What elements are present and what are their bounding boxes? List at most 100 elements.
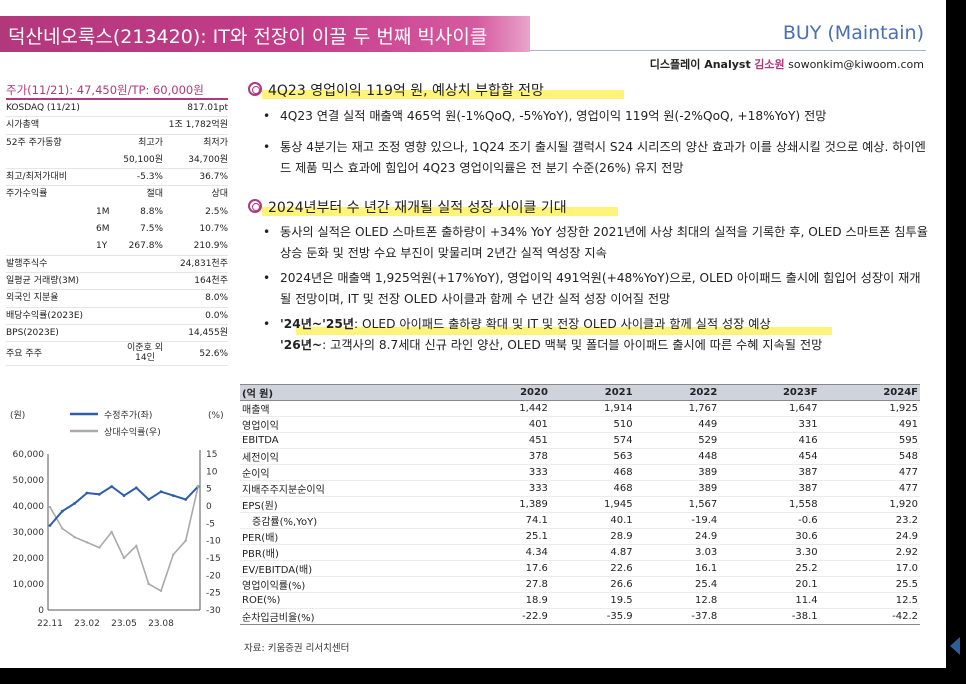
dividend-label: 배당수익률(2023E) <box>6 310 84 321</box>
report-page: 덕산네오룩스(213420): IT와 전장이 이끌 두 번째 빅사이클 BUY… <box>0 0 946 668</box>
relative-return-line <box>49 486 199 593</box>
financial-table: (억 원) 2020 2021 2022 2023F 2024F 매출액 1,44… <box>240 384 920 625</box>
table-row: PBR(배) 4.34 4.87 3.03 3.30 2.92 <box>240 544 920 561</box>
table-cell: 1,389 <box>465 496 550 513</box>
left-tick-label: 50,000 <box>13 476 45 486</box>
holder-name: 이준호 외 14인 <box>127 343 163 363</box>
left-tick-label: 10,000 <box>13 580 45 590</box>
bullet-text: 통상 4분기는 재고 조정 영향 있으나, 1Q24 조기 출시될 갤럭시 S2… <box>280 140 926 175</box>
relative-return-point <box>61 527 64 530</box>
returns-abs-label: 절대 <box>146 189 163 200</box>
right-tick-label: 10 <box>206 467 218 477</box>
right-tick-label: -25 <box>206 589 221 599</box>
bullet-text: 4Q23 연결 실적 매출액 465억 원(-1%QoQ, -5%YoY), 영… <box>280 109 827 123</box>
table-row: 영업이익 401 510 449 331 491 <box>240 416 920 433</box>
table-cell: 389 <box>634 464 720 481</box>
table-cell: 1,647 <box>719 400 820 417</box>
table-cell: 30.6 <box>719 527 820 545</box>
volume-value: 164천주 <box>194 275 228 286</box>
source-note: 자료: 키움증권 리서치센터 <box>244 643 350 654</box>
table-cell: 451 <box>465 432 550 449</box>
analyst-dept: 디스플레이 Analyst <box>649 58 751 71</box>
table-body: 매출액 1,442 1,914 1,767 1,647 1,925 영업이익 401 510 44… <box>240 400 920 625</box>
w52-header-row: 52주 주가동향 최고가 최저가 <box>6 135 228 152</box>
table-cell: 28.9 <box>549 527 635 545</box>
table-cell: 16.1 <box>634 560 720 577</box>
rating-label: BUY (Maintain) <box>782 22 924 44</box>
section2-bullet: • 2024년은 매출액 1,925억원(+17%YoY), 영업이익 491억원… <box>263 268 930 310</box>
row-label: 영업이익률(%) <box>240 575 466 593</box>
table-cell: 448 <box>634 448 720 465</box>
relative-return-point <box>48 505 52 509</box>
w52-low-label: 최저가 <box>203 137 228 148</box>
row-label: 순차입금비율(%) <box>240 608 466 625</box>
table-cell: 454 <box>719 448 820 465</box>
table-cell: 3.03 <box>634 544 720 561</box>
table-cell: 333 <box>465 464 550 481</box>
returns-period: 1M <box>96 206 110 217</box>
row-label: ROE(%) <box>240 592 466 609</box>
nav-arrow-icon[interactable] <box>950 637 960 655</box>
table-cell: -38.1 <box>719 608 820 625</box>
left-tick-label: 30,000 <box>13 528 45 538</box>
price-point <box>85 491 89 495</box>
table-cell: 25.2 <box>719 560 820 577</box>
section2-bullet: • 동사의 실적은 OLED 스마트폰 출하량이 +34% YoY 성장한 202… <box>263 222 930 264</box>
table-row: 영업이익률(%) 27.8 26.6 25.4 20.1 25.5 <box>240 575 920 593</box>
returns-row: 1Y 267.8% 210.9% <box>6 238 228 256</box>
unit-label: (억 원) <box>240 384 466 401</box>
right-tick-label: 15 <box>206 450 217 460</box>
analyst-email[interactable]: sowonkim@kiwoom.com <box>788 58 924 71</box>
table-row: 순차입금비율(%) -22.9 -35.9 -37.8 -38.1 -42.2 <box>240 608 920 625</box>
kosdaq-label: KOSDAQ (11/21) <box>6 103 80 113</box>
relative-return-point <box>110 530 113 534</box>
table-row: 매출액 1,442 1,914 1,767 1,647 1,925 <box>240 400 920 417</box>
circle-bullet-icon <box>248 199 262 213</box>
table-cell: -22.9 <box>465 608 550 625</box>
table-cell: 17.0 <box>819 560 920 577</box>
mktcap-row: 시가총액 1조 1,782억원 <box>6 117 228 135</box>
table-cell: 1,920 <box>819 496 920 513</box>
section1-heading: 4Q23 영업이익 119억 원, 예상치 부합할 전망 <box>248 80 544 100</box>
right-axis-unit: (%) <box>208 411 224 421</box>
section2-bullet: • '24년~'25년: OLED 아이패드 출하량 확대 및 IT 및 전장 O… <box>263 314 930 356</box>
table-cell: 574 <box>549 432 635 449</box>
bullet-dot-icon: • <box>263 109 271 123</box>
section1-bullet: • 통상 4분기는 재고 조정 영향 있으나, 1Q24 조기 출시될 갤럭시 S… <box>263 137 930 179</box>
vs-high: -5.3% <box>136 172 163 183</box>
heading-highlight <box>262 207 618 216</box>
table-row: ROE(%) 18.9 19.5 12.8 11.4 12.5 <box>240 592 920 609</box>
table-cell: 401 <box>465 416 550 433</box>
section2-heading: 2024년부터 수 년간 재개될 실적 성장 사이클 기대 <box>248 197 567 217</box>
right-tick-label: -15 <box>206 554 221 564</box>
chart-points <box>48 485 200 593</box>
table-cell: -42.2 <box>819 608 920 625</box>
returns-abs: 7.5% <box>140 224 163 235</box>
table-cell: 548 <box>819 448 920 465</box>
bullet-dot-icon: • <box>263 271 271 285</box>
title-divider <box>530 50 926 51</box>
table-cell: 1,925 <box>819 400 920 417</box>
dividend-row: 배당수익률(2023E) 0.0% <box>6 308 228 325</box>
table-cell: 3.30 <box>719 544 820 561</box>
holder-label: 주요 주주 <box>6 349 42 360</box>
table-cell: 378 <box>465 448 550 465</box>
w52-label: 52주 주가동향 <box>6 137 62 148</box>
kosdaq-value: 817.01pt <box>187 103 228 113</box>
right-tick-label: -5 <box>206 519 215 529</box>
table-cell: 25.4 <box>634 575 720 593</box>
mktcap-value: 1조 1,782억원 <box>168 120 228 131</box>
returns-abs: 8.8% <box>140 206 163 217</box>
table-cell: 1,914 <box>549 400 635 417</box>
bullet-highlight <box>296 327 832 335</box>
relative-return-point <box>122 556 126 560</box>
table-row: PER(배) 25.1 28.9 24.9 30.6 24.9 <box>240 527 920 545</box>
table-cell: 1,945 <box>549 496 635 513</box>
w52-values-row: 50,100원 34,700원 <box>6 152 228 170</box>
legend-price-label: 수정주가(좌) <box>104 410 152 421</box>
returns-label: 주가수익률 <box>6 189 48 200</box>
table-cell: 74.1 <box>465 512 550 529</box>
left-tick-label: 40,000 <box>13 502 45 512</box>
bullet-dot-icon: • <box>263 317 271 331</box>
returns-rel: 2.5% <box>205 206 228 217</box>
